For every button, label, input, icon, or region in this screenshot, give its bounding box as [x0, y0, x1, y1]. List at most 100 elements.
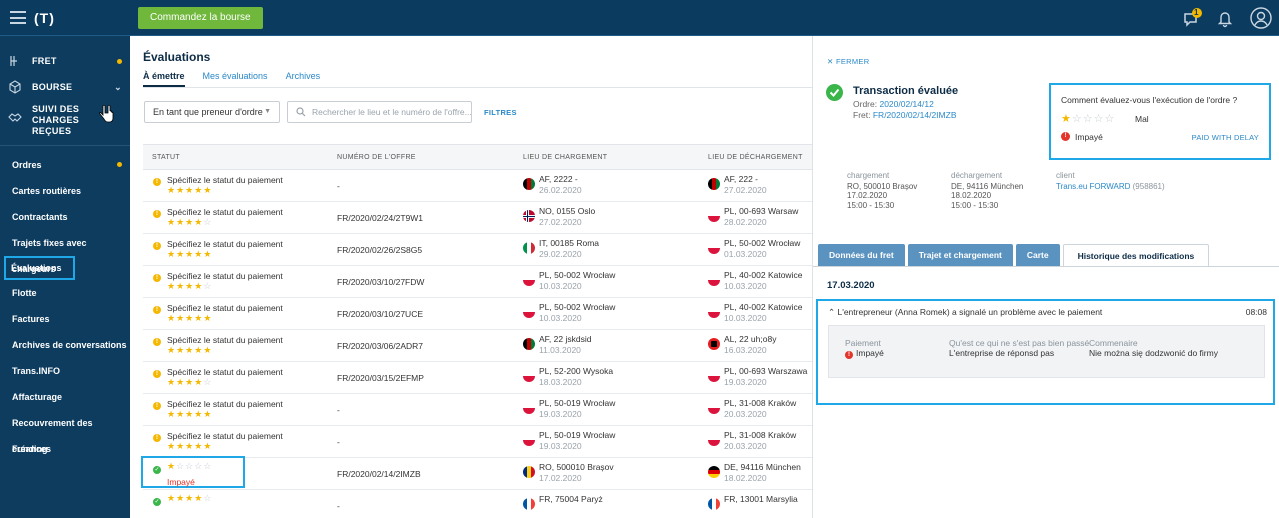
- flag-al-icon: [708, 338, 720, 350]
- flag-af-icon: [523, 338, 535, 350]
- search-icon: [296, 107, 306, 117]
- status-text: Spécifiez le statut du paiement: [167, 175, 283, 185]
- unloading-date: 27.02.2020: [724, 185, 767, 195]
- rating-stars: ★★★★☆: [167, 377, 212, 388]
- sidebar-item-affacturage[interactable]: Affacturage: [12, 392, 63, 402]
- sidebar-item-flotte[interactable]: Flotte: [12, 288, 37, 298]
- table-row[interactable]: ! Spécifiez le statut du paiement ★★★★☆ FR/…: [143, 202, 812, 234]
- loading-place: AF, 22 jskdsid: [539, 334, 592, 344]
- table-row[interactable]: ✓ ★★★★☆ - FR, 75004 Paryż FR, 13001 Marsylia: [143, 490, 812, 518]
- freight-link[interactable]: FR/2020/02/14/2IMZB: [872, 110, 957, 120]
- sidebar-item-evaluations[interactable]: Évaluations: [4, 256, 75, 280]
- search-input[interactable]: Rechercher le lieu et le numéro de l'off…: [287, 101, 472, 123]
- sidebar-item-trajets-fixes[interactable]: Trajets fixes avec chargeurs: [12, 238, 87, 274]
- history-entry[interactable]: ⌃ L'entrepreneur (Anna Romek) a signalé …: [816, 299, 1275, 405]
- column-header-loading[interactable]: LIEU DE CHARGEMENT: [523, 154, 608, 161]
- tab-archives[interactable]: Archives: [285, 71, 321, 81]
- tab-donnees-du-fret[interactable]: Données du fret: [818, 244, 905, 266]
- flag-it-icon: [523, 242, 535, 254]
- unloading-place: AF, 222 -: [724, 174, 759, 184]
- table-row[interactable]: ! Spécifiez le statut du paiement ★★★★★ - PL…: [143, 394, 812, 426]
- top-bar: (T) Commandez la bourse 1: [0, 0, 1279, 36]
- chat-icon[interactable]: 1: [1182, 7, 1204, 29]
- error-icon: !: [845, 351, 853, 359]
- hand-cursor-icon: [99, 104, 114, 123]
- user-avatar-icon[interactable]: [1249, 6, 1272, 29]
- unloading-date: 19.03.2020: [724, 377, 767, 387]
- tab-a-emettre[interactable]: À émettre: [143, 71, 185, 87]
- column-header-unloading[interactable]: LIEU DE DÉCHARGEMENT: [708, 154, 803, 161]
- logo[interactable]: (T): [34, 10, 55, 26]
- order-exchange-button[interactable]: Commandez la bourse: [138, 7, 263, 29]
- rating-stars: ★★★★★: [167, 441, 212, 452]
- star-empty-icon: ☆: [176, 461, 186, 471]
- client-link[interactable]: Trans.eu FORWARD: [1056, 181, 1131, 191]
- paid-with-delay-button[interactable]: PAID WITH DELAY: [1191, 133, 1259, 142]
- table-row[interactable]: ! Spécifiez le statut du paiement ★★★★★ FR/…: [143, 298, 812, 330]
- rating-question: Comment évaluez-vous l'exécution de l'or…: [1061, 95, 1238, 105]
- column-header-status[interactable]: STATUT: [152, 154, 180, 161]
- star-icon: ★: [185, 493, 195, 503]
- star-icon: ★: [194, 409, 204, 419]
- tab-mes-evaluations[interactable]: Mes évaluations: [202, 71, 268, 81]
- star-icon: ★: [203, 313, 213, 323]
- filters-link[interactable]: FILTRES: [484, 108, 517, 117]
- client-id: (958861): [1132, 181, 1165, 191]
- column-header-offer[interactable]: NUMÉRO DE L'OFFRE: [337, 154, 416, 161]
- role-select[interactable]: En tant que preneur d'ordre ▼: [144, 101, 280, 123]
- tab-historique[interactable]: Historique des modifications: [1062, 244, 1210, 266]
- star-icon: ★: [203, 409, 213, 419]
- table-row[interactable]: ! Spécifiez le statut du paiement ★★★★★ - PL…: [143, 426, 812, 458]
- sidebar-item-archives-conversations[interactable]: Archives de conversations: [12, 340, 127, 350]
- flag-ro-icon: [523, 466, 535, 478]
- history-entry-header[interactable]: ⌃ L'entrepreneur (Anna Romek) a signalé …: [828, 307, 1102, 318]
- payment-column: Paiement ! Impayé: [845, 338, 884, 359]
- notification-dot: [117, 58, 122, 64]
- sidebar-item-trans-info[interactable]: Trans.INFO: [12, 366, 61, 376]
- table-row[interactable]: ! Spécifiez le statut du paiement ★★★★★ FR/…: [143, 234, 812, 266]
- rating-stars: ★★★★★: [167, 249, 212, 260]
- flag-pl-icon: [708, 210, 720, 222]
- star-icon: ★: [167, 345, 177, 355]
- sidebar-item-factures[interactable]: Factures: [12, 314, 50, 324]
- close-button[interactable]: ✕ FERMER: [827, 57, 869, 66]
- bell-icon[interactable]: [1214, 7, 1236, 29]
- offer-number: FR/2020/02/14/2IMZB: [337, 469, 421, 479]
- sidebar-item-contractants[interactable]: Contractants: [12, 212, 68, 222]
- check-icon: [826, 84, 843, 101]
- star-icon: ★: [194, 493, 204, 503]
- role-select-value: En tant que preneur d'ordre: [153, 107, 263, 117]
- sidebar-item-fret[interactable]: FRET: [0, 48, 130, 74]
- tab-trajet-et-chargement[interactable]: Trajet et chargement: [907, 244, 1013, 266]
- sidebar-item-funding[interactable]: Funding: [12, 444, 48, 454]
- sidebar-item-bourse[interactable]: BOURSE ⌄: [0, 74, 130, 100]
- divider: [813, 266, 1279, 267]
- table-row[interactable]: ! Spécifiez le statut du paiement ★★★★★ FR/…: [143, 330, 812, 362]
- loading-place: RO, 500010 Brașov: [539, 462, 614, 472]
- star-empty-icon: ☆: [203, 377, 213, 387]
- status-text: Spécifiez le statut du paiement: [167, 335, 283, 345]
- rating-stars[interactable]: ★☆☆☆☆: [1061, 112, 1115, 125]
- sidebar-item-cartes-routieres[interactable]: Cartes routières: [12, 186, 82, 196]
- star-empty-icon: ☆: [203, 281, 213, 291]
- order-link[interactable]: 2020/02/14/12: [879, 99, 934, 109]
- unloading-place: PL, 40-002 Katowice: [724, 302, 803, 312]
- sidebar-item-recouvrement[interactable]: Recouvrement des créances: [12, 418, 93, 454]
- table-row[interactable]: ✓ ★☆☆☆☆ Impayé FR/2020/02/14/2IMZB RO, 50001…: [141, 456, 812, 490]
- offer-number: FR/2020/03/10/27FDW: [337, 277, 425, 287]
- table-row[interactable]: ! Spécifiez le statut du paiement ★★★★☆ FR/…: [143, 266, 812, 298]
- transaction-detail-panel: ✕ FERMER Transaction évaluée Ordre: 2020…: [812, 36, 1279, 518]
- unloading-date: 20.03.2020: [724, 441, 767, 451]
- client-label: client: [1056, 171, 1075, 180]
- evaluations-table: ! Spécifiez le statut du paiement ★★★★★ - AF…: [141, 170, 812, 518]
- table-row[interactable]: ! Spécifiez le statut du paiement ★★★★★ - AF…: [143, 170, 812, 202]
- sidebar-item-ordres[interactable]: Ordres: [0, 152, 130, 178]
- tab-carte[interactable]: Carte: [1015, 244, 1060, 266]
- table-row[interactable]: ! Spécifiez le statut du paiement ★★★★☆ FR/…: [143, 362, 812, 394]
- star-icon: ★: [203, 249, 213, 259]
- status-text: Spécifiez le statut du paiement: [167, 431, 283, 441]
- sidebar-item-suivi[interactable]: SUIVI DES CHARGES REÇUES: [0, 100, 130, 136]
- loading-place: RO, 500010 Brașov: [847, 181, 918, 191]
- star-icon: ★: [185, 441, 195, 451]
- menu-icon[interactable]: [10, 11, 26, 24]
